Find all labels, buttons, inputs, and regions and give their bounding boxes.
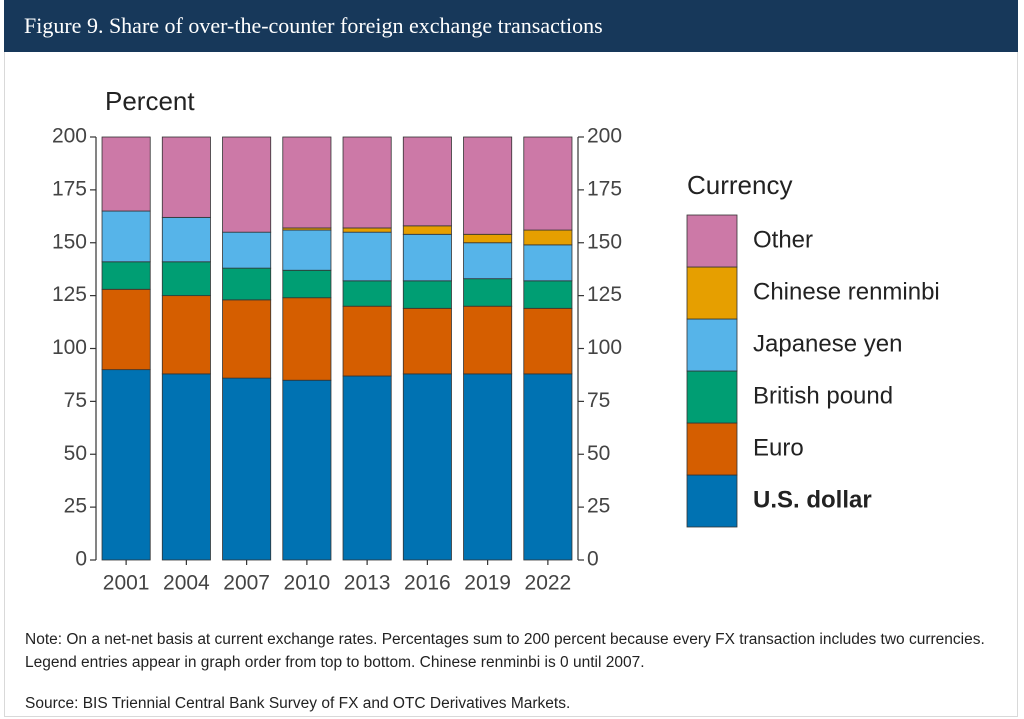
- bar-segment: [402, 307, 452, 375]
- bar-segment: [222, 231, 272, 269]
- legend-swatch: [686, 474, 738, 528]
- bar-segment: [342, 136, 392, 229]
- legend-label: British pound: [753, 382, 893, 409]
- y2-tick-label: 0: [587, 548, 599, 571]
- y2-tick-label: 175: [587, 177, 622, 200]
- y-tick-label: 200: [52, 125, 87, 148]
- bar-segment: [282, 229, 332, 271]
- bar-segment: [342, 227, 392, 233]
- legend-swatch: [686, 422, 738, 476]
- y2-tick-label: 75: [587, 389, 610, 412]
- bar-segment: [523, 280, 573, 309]
- bar-segment: [463, 233, 513, 244]
- bar-segment: [402, 233, 452, 282]
- bar-segment: [161, 136, 211, 218]
- x-tick-label: 2010: [284, 572, 331, 595]
- legend-label: U.S. dollar: [753, 486, 872, 513]
- source: Source: BIS Triennial Central Bank Surve…: [25, 695, 571, 712]
- bar-segment: [282, 379, 332, 561]
- bar-segment: [101, 369, 151, 561]
- bar-segment: [463, 373, 513, 561]
- bar-segment: [161, 373, 211, 561]
- bar-segment: [222, 377, 272, 561]
- legend-swatch: [686, 266, 738, 320]
- bar-segment: [342, 375, 392, 561]
- bar-segment: [402, 373, 452, 561]
- bar-segment: [161, 216, 211, 263]
- note: Note: On a net-net basis at current exch…: [25, 631, 985, 671]
- x-tick-label: 2007: [223, 572, 270, 595]
- bar-segment: [523, 244, 573, 282]
- x-tick-label: 2001: [103, 572, 150, 595]
- bar-segment: [463, 305, 513, 375]
- y2-tick-label: 200: [587, 125, 622, 148]
- y2-tick-label: 150: [587, 230, 622, 253]
- legend-swatch: [686, 370, 738, 424]
- y-tick-label: 175: [52, 177, 87, 200]
- bar-segment: [523, 307, 573, 375]
- bar-segment: [523, 373, 573, 561]
- y2-tick-label: 50: [587, 442, 610, 465]
- bar-segment: [402, 136, 452, 227]
- y-tick-label: 0: [75, 548, 87, 571]
- bar-segment: [101, 210, 151, 263]
- y-axis-label: Percent: [105, 86, 195, 116]
- bar-segment: [342, 305, 392, 377]
- bar-segment: [463, 136, 513, 235]
- y2-tick-label: 100: [587, 336, 622, 359]
- legend-label: Other: [753, 226, 813, 253]
- bar-segment: [282, 297, 332, 381]
- y-tick-label: 75: [64, 389, 87, 412]
- bar-segment: [222, 299, 272, 379]
- figure-frame: [4, 0, 1018, 717]
- bar-segment: [463, 242, 513, 280]
- bar-segment: [523, 229, 573, 246]
- x-tick-label: 2022: [525, 572, 572, 595]
- bar-segment: [463, 278, 513, 307]
- bar-segment: [282, 269, 332, 299]
- x-tick-label: 2016: [404, 572, 451, 595]
- y-tick-label: 150: [52, 230, 87, 253]
- y2-tick-label: 125: [587, 283, 622, 306]
- bar-segment: [523, 136, 573, 231]
- x-tick-label: 2019: [464, 572, 511, 595]
- legend-swatch: [686, 318, 738, 372]
- legend-label: Euro: [753, 434, 804, 461]
- bar-segment: [161, 295, 211, 375]
- x-tick-label: 2013: [344, 572, 391, 595]
- legend-swatch: [686, 214, 738, 268]
- bar-segment: [342, 280, 392, 307]
- bar-segment: [222, 267, 272, 301]
- bar-segment: [402, 225, 452, 235]
- legend-title: Currency: [687, 170, 792, 200]
- bar-segment: [101, 288, 151, 371]
- bar-segment: [282, 136, 332, 229]
- figure-title: Figure 9. Share of over-the-counter fore…: [4, 0, 1018, 52]
- x-tick-label: 2004: [163, 572, 210, 595]
- chart: Percent Currency 0 25 50 75 100 125 150 175 200 0…: [52, 86, 940, 595]
- bar-segment: [402, 280, 452, 309]
- y-tick-label: 100: [52, 336, 87, 359]
- bar-segment: [342, 231, 392, 282]
- bar-segment: [101, 261, 151, 290]
- y-tick-label: 125: [52, 283, 87, 306]
- legend-label: Japanese yen: [753, 330, 902, 357]
- legend-label: Chinese renminbi: [753, 278, 940, 305]
- y2-tick-label: 25: [587, 495, 610, 518]
- bar-segment: [161, 261, 211, 297]
- bar-segment: [101, 136, 151, 212]
- y-tick-label: 50: [64, 442, 87, 465]
- bar-segment: [222, 136, 272, 233]
- y-tick-label: 25: [64, 495, 87, 518]
